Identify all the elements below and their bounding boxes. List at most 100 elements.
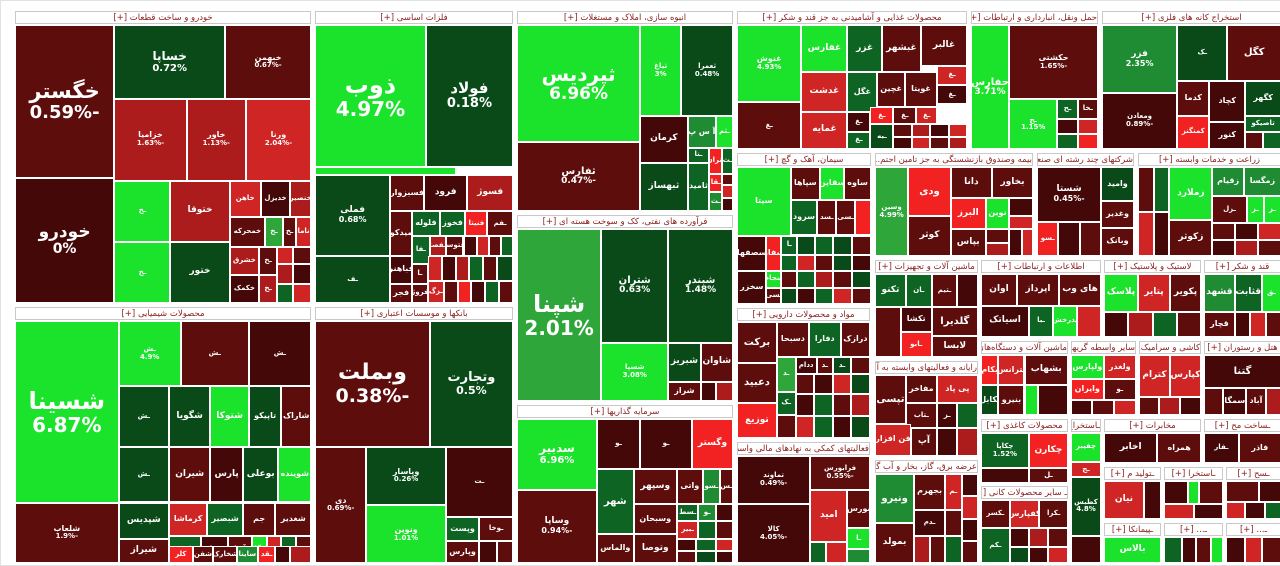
- treemap-cell[interactable]: [1250, 312, 1265, 337]
- treemap-cell[interactable]: [1104, 312, 1128, 337]
- treemap-cell-غزر[interactable]: غزر: [847, 25, 882, 72]
- treemap-cell-شفن[interactable]: شفن: [193, 546, 214, 563]
- treemap-cell-اوان[interactable]: اوان: [981, 274, 1017, 306]
- treemap-cell[interactable]: [722, 198, 733, 211]
- treemap-cell-ـس[interactable]: ـس: [720, 469, 733, 504]
- treemap-cell[interactable]: [1010, 547, 1029, 563]
- treemap-cell[interactable]: [1199, 481, 1223, 504]
- treemap-cell-ـل[interactable]: ـل: [1029, 468, 1068, 483]
- treemap-cell-شبریز[interactable]: شبریز: [668, 343, 700, 383]
- treemap-cell[interactable]: [1263, 132, 1280, 149]
- treemap-cell[interactable]: [833, 416, 852, 438]
- treemap-cell-امید[interactable]: امید: [810, 490, 847, 541]
- treemap-cell-وبملت[interactable]: وبملت-0.38%: [315, 321, 430, 447]
- treemap-cell-خشرق[interactable]: خشرق: [230, 247, 260, 275]
- treemap-cell[interactable]: [277, 247, 293, 264]
- treemap-cell-های وب[interactable]: های وب: [1059, 274, 1101, 306]
- treemap-cell-ـد[interactable]: ـد: [833, 357, 852, 374]
- treemap-cell-ـا[interactable]: ـا: [412, 264, 428, 283]
- treemap-cell-وایران[interactable]: وایران: [1071, 379, 1104, 400]
- treemap-cell-ساینا[interactable]: ساینا: [237, 546, 258, 563]
- treemap-cell-سمگا[interactable]: سمگا: [1223, 388, 1246, 415]
- treemap-cell-چفیبر[interactable]: چفیبر: [1071, 433, 1101, 462]
- sector-header-tile[interactable]: کاشی و سرامیک [+]: [1139, 341, 1201, 354]
- treemap-cell-ـو[interactable]: ـو: [1104, 379, 1137, 400]
- sector-header-leasing[interactable]: سایر واسطه گریهای مالی [+]: [1071, 341, 1136, 354]
- treemap-cell[interactable]: [275, 546, 290, 563]
- treemap-cell[interactable]: [1259, 481, 1280, 502]
- treemap-cell-خاهن[interactable]: خاهن: [230, 181, 261, 217]
- treemap-cell-تاپیکو[interactable]: تاپیکو: [249, 386, 282, 447]
- treemap-cell-سرود[interactable]: سرود: [791, 200, 818, 236]
- treemap-cell-وسپهر[interactable]: وسپهر: [634, 469, 677, 504]
- treemap-cell-ـغ[interactable]: ـغ: [937, 85, 967, 105]
- treemap-cell-ـق[interactable]: ـق: [1262, 274, 1280, 312]
- treemap-cell-ـخ[interactable]: ـخ: [114, 181, 170, 242]
- sector-header-rubber[interactable]: لاستیک و پلاستیک [+]: [1104, 260, 1201, 273]
- treemap-cell-پکویر[interactable]: پکویر: [1170, 274, 1201, 312]
- treemap-cell-آپ[interactable]: آپ: [911, 428, 937, 456]
- treemap-cell-ـغ[interactable]: ـغ: [847, 112, 870, 132]
- treemap-cell-ـسی[interactable]: ـسی: [766, 288, 781, 304]
- treemap-cell-ـو[interactable]: ـو: [640, 419, 692, 469]
- treemap-cell-شلعاب[interactable]: شلعاب-1.9%: [15, 503, 119, 564]
- treemap-cell[interactable]: [1164, 504, 1194, 519]
- treemap-cell-خزامیا[interactable]: خزامیا-1.63%: [114, 99, 187, 181]
- treemap-cell-تماوند[interactable]: تماوند-0.49%: [737, 456, 810, 504]
- treemap-cell[interactable]: [1245, 502, 1264, 519]
- treemap-cell-فسوژ[interactable]: فسوژ: [467, 175, 513, 211]
- treemap-cell[interactable]: [814, 374, 833, 394]
- treemap-cell-وتوصا[interactable]: وتوصا: [634, 534, 677, 563]
- treemap-cell[interactable]: [949, 137, 967, 149]
- treemap-cell-البرز[interactable]: البرز: [951, 198, 986, 229]
- treemap-cell[interactable]: [293, 284, 311, 303]
- treemap-cell[interactable]: [471, 281, 485, 303]
- treemap-cell-ـوخا[interactable]: ـوخا: [479, 517, 513, 541]
- treemap-cell-ختوقا[interactable]: ختوقا: [170, 181, 229, 242]
- sector-header-transport[interactable]: حمل ونقل، انبارداری و ارتباطات [+]: [971, 11, 1098, 24]
- treemap-cell-ـغ[interactable]: ـغ: [937, 66, 967, 85]
- treemap-cell-چکارن[interactable]: چکارن: [1029, 433, 1068, 468]
- treemap-cell-وبانک[interactable]: وبانک: [1101, 228, 1134, 256]
- treemap-cell-ـنا[interactable]: ـنا: [688, 148, 710, 163]
- treemap-cell-فرود[interactable]: فرود: [424, 175, 468, 211]
- treemap-cell[interactable]: [1177, 312, 1201, 337]
- treemap-cell-ـز[interactable]: ـز: [1264, 196, 1280, 223]
- treemap-cell-خمحرکه[interactable]: خمحرکه: [230, 217, 266, 248]
- treemap-cell[interactable]: [1114, 400, 1136, 415]
- treemap-cell[interactable]: [483, 256, 497, 281]
- treemap-cell-شیران[interactable]: شیران: [169, 447, 210, 503]
- treemap-cell-ـقا[interactable]: ـقا: [709, 174, 722, 193]
- sector-header-insurance[interactable]: بیمه وصندوق بازنشستگی به جز تامین اجتم..…: [875, 153, 1033, 166]
- treemap-cell-توزیع[interactable]: توزیع: [737, 403, 777, 438]
- treemap-cell[interactable]: [315, 167, 456, 175]
- treemap-cell-خنصیر[interactable]: خنصیر: [290, 181, 311, 217]
- treemap-cell-قثابت[interactable]: قثابت: [1235, 274, 1262, 312]
- treemap-cell[interactable]: [930, 137, 948, 149]
- treemap-cell[interactable]: [477, 236, 489, 255]
- treemap-cell[interactable]: [815, 271, 834, 287]
- treemap-cell[interactable]: [930, 536, 945, 563]
- treemap-cell-ولغدر[interactable]: ولغدر: [1104, 355, 1137, 379]
- treemap-cell-ـخ[interactable]: ـخ: [114, 242, 170, 303]
- treemap-cell[interactable]: [479, 541, 497, 563]
- sector-header-paper[interactable]: محصولات کاغذی [+]: [981, 419, 1068, 432]
- treemap-cell-ـکرا[interactable]: ـکرا: [1039, 500, 1068, 528]
- treemap-cell[interactable]: [1029, 547, 1048, 563]
- treemap-cell-ـبه[interactable]: ـبه: [870, 124, 893, 149]
- treemap-cell-شبصیر[interactable]: شبصیر: [207, 503, 243, 537]
- treemap-cell-درازک[interactable]: درازک: [841, 322, 870, 357]
- treemap-cell[interactable]: [962, 496, 978, 518]
- treemap-cell[interactable]: [293, 247, 311, 264]
- treemap-cell-فخوز[interactable]: فخوز: [440, 211, 466, 236]
- treemap-cell-کرمان[interactable]: کرمان: [640, 116, 688, 163]
- treemap-cell[interactable]: [1048, 528, 1068, 547]
- treemap-cell-فباهنر[interactable]: فباهنر: [390, 256, 412, 284]
- treemap-cell-فجر[interactable]: فجر: [390, 284, 412, 303]
- treemap-cell-غچین[interactable]: غچین: [877, 72, 905, 107]
